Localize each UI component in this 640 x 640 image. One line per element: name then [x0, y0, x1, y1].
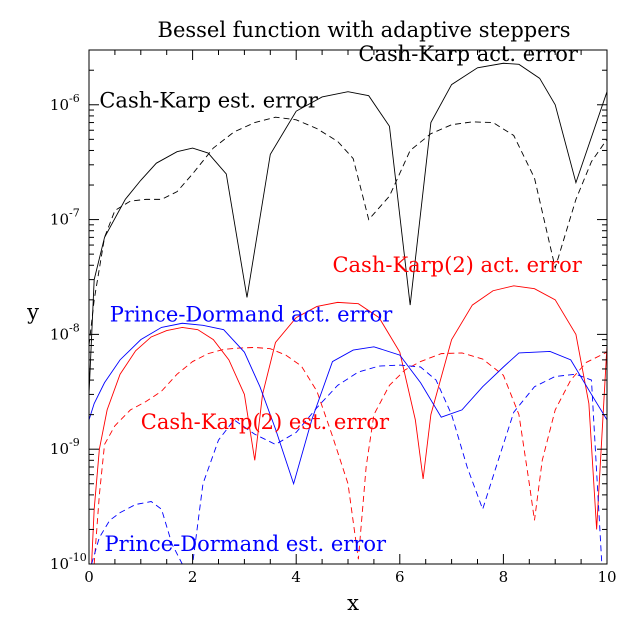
x-tick-label: 10: [597, 568, 616, 586]
x-tick-label: 2: [188, 568, 198, 586]
x-tick-label: 6: [395, 568, 405, 586]
series-labels-layer: Cash-Karp act. error Cash-Karp est. error…: [99, 42, 582, 556]
x-tick-label: 0: [84, 568, 94, 586]
y-tick-label: 10: [50, 96, 69, 114]
series-label-6: Prince-Dormand est. error: [105, 532, 387, 556]
y-tick-exponent: -8: [69, 321, 80, 334]
series-label-4: Cash-Karp(2) est. error: [141, 410, 390, 434]
series-line-6: [91, 364, 603, 564]
y-tick-exponent: -9: [69, 436, 80, 449]
series-label-1: Cash-Karp act. error: [358, 42, 579, 66]
series-layer: [89, 62, 607, 564]
y-tick-label: 10: [50, 440, 69, 458]
series-line-5: [89, 322, 607, 486]
chart-title: Bessel function with adaptive steppers: [158, 18, 571, 42]
series-line-4: [93, 346, 607, 564]
series-label-2: Cash-Karp est. error: [99, 88, 318, 112]
y-axis-label: y: [26, 300, 39, 324]
series-line-2: [89, 116, 607, 346]
y-tick-label: 10: [50, 325, 69, 343]
y-tick-exponent: -10: [69, 551, 87, 564]
y-tick-exponent: -7: [69, 207, 80, 220]
series-label-5: Prince-Dormand act. error: [110, 302, 394, 326]
y-tick-label: 10: [50, 555, 69, 573]
y-tick-label: 10: [50, 211, 69, 229]
x-tick-label: 8: [499, 568, 509, 586]
y-tick-exponent: -6: [69, 92, 80, 105]
x-tick-label: 4: [291, 568, 301, 586]
x-axis-label: x: [347, 591, 359, 615]
series-label-3: Cash-Karp(2) act. error: [332, 253, 582, 277]
series-line-1: [89, 62, 607, 395]
series-line-3: [91, 285, 607, 564]
